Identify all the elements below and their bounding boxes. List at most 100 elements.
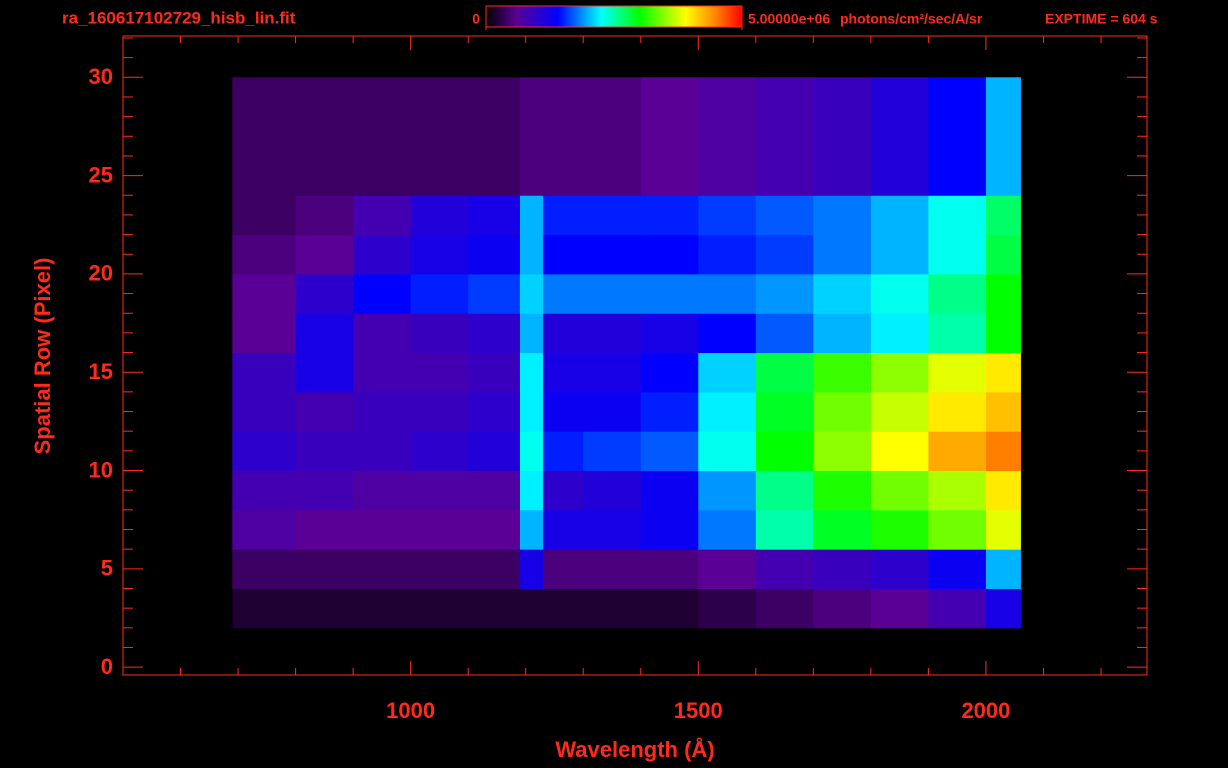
heatmap-cell	[813, 509, 872, 550]
heatmap-cell	[640, 431, 699, 472]
heatmap-cell	[813, 470, 872, 511]
heatmap-cell	[468, 273, 521, 314]
heatmap-cell	[542, 549, 584, 589]
heatmap-cell	[698, 391, 757, 432]
heatmap-cell	[353, 509, 412, 550]
heatmap-cell	[232, 588, 297, 629]
heatmap-cell	[583, 273, 642, 314]
heatmap-cell	[755, 195, 814, 236]
heatmap-cell	[640, 352, 699, 393]
heatmap-cell	[870, 352, 929, 393]
heatmap-cell	[519, 391, 544, 432]
colorbar-units: photons/cm²/sec/A/sr	[840, 11, 983, 27]
heatmap-cell	[468, 509, 521, 550]
heatmap-cell	[468, 234, 521, 275]
heatmap-cell	[410, 77, 469, 196]
heatmap-cell	[813, 195, 872, 236]
heatmap-cell	[468, 391, 521, 432]
heatmap-cell	[232, 313, 297, 354]
heatmap-cell	[232, 509, 297, 550]
heatmap-cell	[583, 77, 642, 196]
heatmap-cell	[295, 352, 354, 393]
colorbar-label: 0	[472, 11, 480, 27]
heatmap-cell	[410, 470, 469, 511]
heatmap-cell	[640, 391, 699, 432]
heatmap-cell	[519, 273, 544, 314]
heatmap-cell	[353, 195, 412, 236]
heatmap-cell	[542, 195, 584, 236]
heatmap-cell	[410, 431, 469, 472]
heatmap-cell	[985, 234, 1021, 275]
heatmap-cell	[985, 391, 1021, 432]
heatmap-cell	[295, 509, 354, 550]
heatmap-cell	[755, 313, 814, 354]
heatmap-cell	[519, 431, 544, 472]
heatmap-cell	[698, 431, 757, 472]
heatmap-cell	[353, 391, 412, 432]
heatmap-cell	[698, 77, 757, 196]
heatmap-cell	[542, 431, 584, 472]
heatmap-cell	[985, 77, 1021, 196]
heatmap-cell	[353, 549, 412, 589]
heatmap-cell	[698, 313, 757, 354]
heatmap-cell	[813, 352, 872, 393]
y-axis-title: Spatial Row (Pixel)	[30, 258, 55, 455]
heatmap-cell	[813, 313, 872, 354]
y-tick-label: 30	[89, 64, 113, 89]
heatmap-cell	[232, 431, 297, 472]
heatmap-cell	[468, 77, 521, 196]
heatmap-cell	[928, 470, 987, 511]
heatmap-cell	[232, 352, 297, 393]
heatmap-cell	[755, 431, 814, 472]
heatmap-cell	[353, 470, 412, 511]
heatmap-cell	[870, 273, 929, 314]
heatmap-cell	[870, 509, 929, 550]
heatmap-cell	[232, 77, 297, 196]
heatmap-cell	[410, 549, 469, 589]
heatmap-cell	[870, 195, 929, 236]
heatmap-cell	[813, 588, 872, 629]
heatmap-cell	[870, 470, 929, 511]
heatmap-cell	[232, 195, 297, 236]
heatmap-cell	[870, 391, 929, 432]
heatmap-cell	[542, 509, 584, 550]
heatmap-cell	[542, 352, 584, 393]
heatmap-cell	[985, 509, 1021, 550]
heatmap-cell	[698, 549, 757, 589]
heatmap-cell	[583, 470, 642, 511]
file-title: ra_160617102729_hisb_lin.fit	[62, 8, 296, 27]
heatmap-cell	[519, 77, 544, 196]
heatmap-cell	[928, 273, 987, 314]
heatmap-cell	[755, 234, 814, 275]
heatmap-cell	[232, 549, 297, 589]
heatmap-cell	[985, 431, 1021, 472]
heatmap-cell	[542, 313, 584, 354]
heatmap-cell	[698, 509, 757, 550]
heatmap-cell	[755, 391, 814, 432]
heatmap-cell	[698, 234, 757, 275]
heatmap-cell	[468, 470, 521, 511]
y-tick-label: 5	[101, 556, 113, 581]
heatmap-cell	[755, 273, 814, 314]
heatmap-cell	[583, 549, 642, 589]
heatmap-cell	[353, 352, 412, 393]
y-tick-label: 0	[101, 654, 113, 679]
y-tick-label: 20	[89, 261, 113, 286]
heatmap-cell	[928, 195, 987, 236]
heatmap-cell	[353, 77, 412, 196]
heatmap-cell	[640, 273, 699, 314]
heatmap	[232, 77, 1021, 629]
heatmap-cell	[813, 431, 872, 472]
heatmap-cell	[870, 588, 929, 629]
heatmap-cell	[295, 549, 354, 589]
heatmap-cell	[698, 588, 757, 629]
heatmap-cell	[410, 588, 469, 629]
heatmap-cell	[519, 313, 544, 354]
heatmap-cell	[755, 509, 814, 550]
heatmap-cell	[583, 313, 642, 354]
heatmap-cell	[542, 273, 584, 314]
heatmap-cell	[985, 273, 1021, 314]
heatmap-cell	[813, 549, 872, 589]
heatmap-cell	[813, 273, 872, 314]
heatmap-cell	[583, 509, 642, 550]
